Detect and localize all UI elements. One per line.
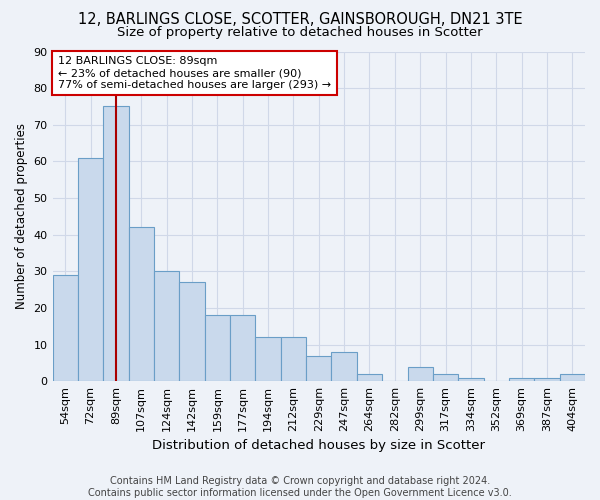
Bar bbox=[256, 337, 281, 381]
Bar bbox=[53, 275, 78, 381]
Text: 12 BARLINGS CLOSE: 89sqm
← 23% of detached houses are smaller (90)
77% of semi-d: 12 BARLINGS CLOSE: 89sqm ← 23% of detach… bbox=[58, 56, 331, 90]
Bar bbox=[154, 272, 179, 381]
Y-axis label: Number of detached properties: Number of detached properties bbox=[15, 124, 28, 310]
Bar bbox=[281, 337, 306, 381]
Bar bbox=[407, 366, 433, 381]
Bar bbox=[78, 158, 103, 381]
Bar bbox=[306, 356, 331, 381]
Bar bbox=[179, 282, 205, 381]
Bar bbox=[103, 106, 128, 381]
Bar bbox=[331, 352, 357, 381]
Bar bbox=[560, 374, 585, 381]
Bar bbox=[534, 378, 560, 381]
Bar bbox=[509, 378, 534, 381]
Text: Contains HM Land Registry data © Crown copyright and database right 2024.
Contai: Contains HM Land Registry data © Crown c… bbox=[88, 476, 512, 498]
Bar bbox=[205, 315, 230, 381]
Bar bbox=[357, 374, 382, 381]
Bar bbox=[230, 315, 256, 381]
Text: Size of property relative to detached houses in Scotter: Size of property relative to detached ho… bbox=[117, 26, 483, 39]
Bar bbox=[433, 374, 458, 381]
Text: 12, BARLINGS CLOSE, SCOTTER, GAINSBOROUGH, DN21 3TE: 12, BARLINGS CLOSE, SCOTTER, GAINSBOROUG… bbox=[77, 12, 523, 28]
Bar bbox=[458, 378, 484, 381]
Bar bbox=[128, 228, 154, 381]
X-axis label: Distribution of detached houses by size in Scotter: Distribution of detached houses by size … bbox=[152, 440, 485, 452]
